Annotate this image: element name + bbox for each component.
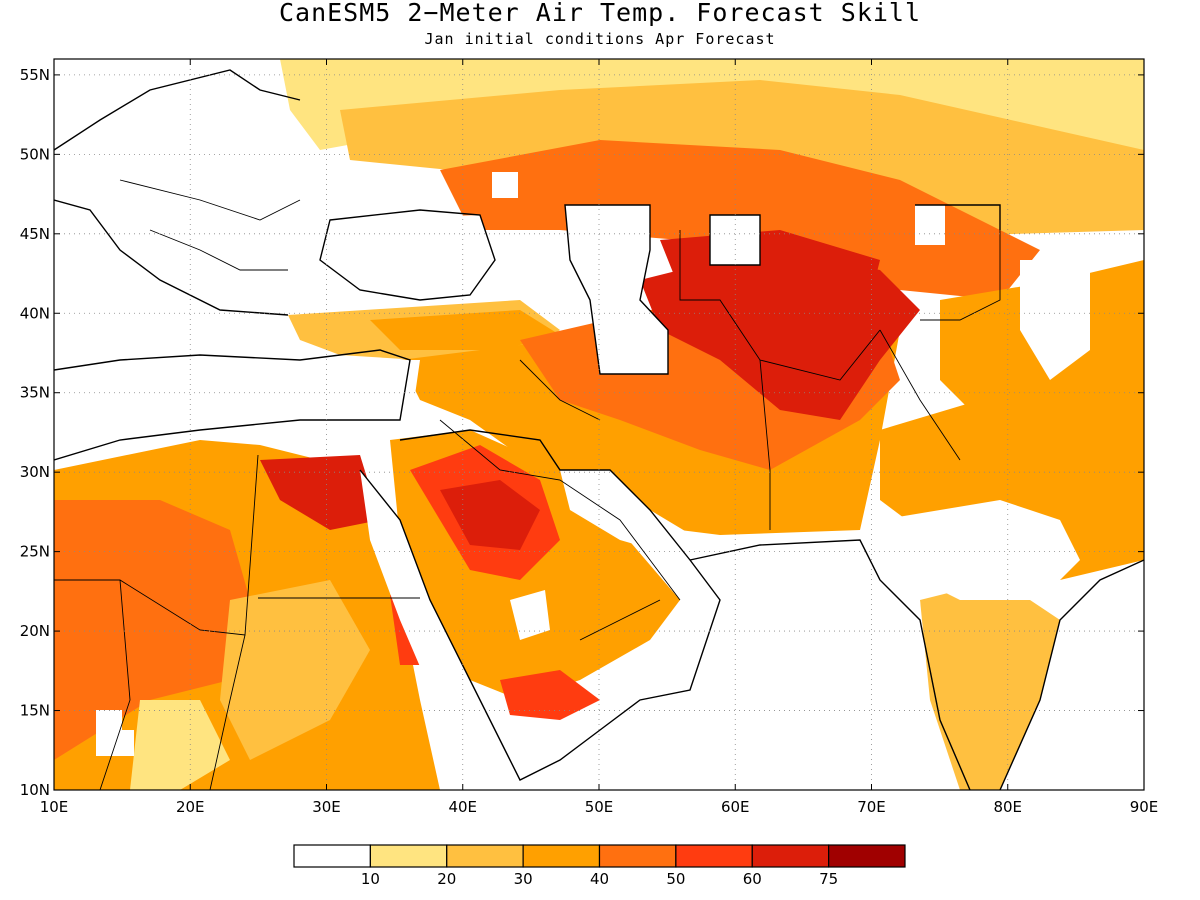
region-africa-red [54,500,250,760]
region-tibet-white [1020,260,1090,380]
legend-swatch [598,844,677,868]
region-chad-white [96,710,134,756]
country-borders [54,179,1001,790]
lat-axis: 10N 15N 20N 25N 30N 35N 40N 45N 50N 55N [20,66,1144,799]
legend-swatch [751,844,830,868]
region-india-south [920,580,1060,790]
lon-axis: 10E 20E 30E 40E 50E 60E 70E 80E 90E [40,59,1159,816]
caspian-sea [565,205,668,374]
lat-tick-label: 10N [20,781,50,799]
lon-tick-label: 30E [312,798,341,816]
lon-tick-label: 20E [176,798,205,816]
lat-tick-label: 55N [20,66,50,84]
mediterranean [54,355,420,460]
legend-label: 20 [437,870,456,888]
legend-swatch [293,844,371,868]
balkhash-block [915,205,945,245]
lat-tick-label: 20N [20,622,50,640]
legend-swatch [369,844,448,868]
legend-swatch [828,844,906,868]
persian-gulf [560,470,700,560]
region-anatolia-east [370,310,560,350]
lat-tick-label: 35N [20,384,50,402]
legend-label: 50 [666,870,685,888]
region-arabia-darkred [440,480,540,550]
lat-tick-label: 30N [20,463,50,481]
graticule [54,59,1144,790]
region-libya-lightorange [220,580,370,760]
coastlines [54,69,1144,790]
legend-label: 75 [819,870,838,888]
lat-tick-label: 50N [20,145,50,163]
lon-tick-label: 60E [721,798,750,816]
legend-label: 40 [590,870,609,888]
arabian-sea [600,540,930,790]
lat-tick-label: 40N [20,304,50,322]
region-sahel-light [130,700,230,790]
black-sea [320,215,495,300]
lon-tick-label: 10E [40,798,69,816]
lon-tick-label: 80E [993,798,1022,816]
map-subtitle: Jan initial conditions Apr Forecast [424,30,776,48]
region-yemen-red [500,670,600,720]
legend-label: 30 [514,870,533,888]
block-n-volga [492,172,518,198]
lon-tick-label: 90E [1130,798,1159,816]
legend-swatch [675,844,753,868]
lon-tick-label: 50E [585,798,614,816]
legend-label: 10 [361,870,380,888]
lat-tick-label: 25N [20,543,50,561]
redsea [360,470,500,750]
map-title: CanESM5 2−Meter Air Temp. Forecast Skill [278,0,922,27]
color-legend: 10 20 30 40 50 60 75 [293,844,906,888]
legend-swatch [446,844,524,868]
legend-label: 60 [743,870,762,888]
lat-tick-label: 45N [20,225,50,243]
legend-swatch [522,844,601,868]
lat-tick-label: 15N [20,702,50,720]
region-egypt-darkred [260,455,380,530]
region-arabia-pale [510,590,550,640]
region-india-white [880,500,1080,600]
lon-tick-label: 40E [448,798,477,816]
lon-tick-label: 70E [857,798,886,816]
